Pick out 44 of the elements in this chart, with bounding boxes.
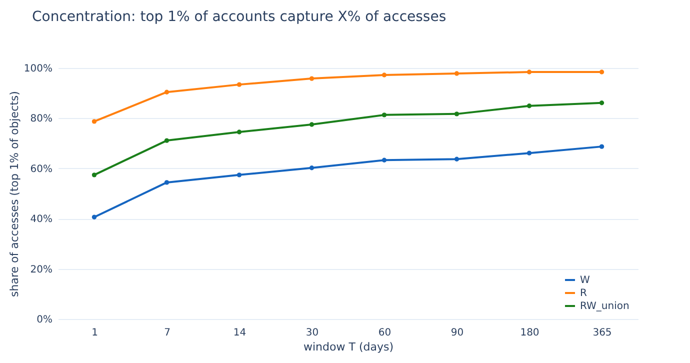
x-tick-label: 30	[306, 328, 319, 338]
x-tick-label: 180	[520, 328, 540, 338]
x-tick-label: 7	[164, 328, 170, 338]
chart-title: Concentration: top 1% of accounts capture X% of accesses	[32, 9, 446, 25]
y-tick-label: 80%	[30, 114, 52, 125]
point	[454, 156, 460, 162]
point	[309, 166, 314, 170]
point	[236, 130, 242, 134]
point	[164, 90, 170, 94]
legend-label: W	[580, 275, 590, 286]
point	[92, 214, 97, 220]
point	[92, 119, 97, 124]
point	[599, 100, 604, 106]
x-tick-label: 90	[450, 328, 464, 338]
point	[236, 82, 242, 87]
point	[382, 158, 387, 162]
point	[382, 72, 387, 78]
point	[92, 172, 97, 178]
point	[526, 104, 532, 108]
y-tick-label: 100%	[24, 64, 52, 74]
point	[599, 70, 604, 74]
y-tick-label: 40%	[30, 214, 52, 226]
x-tick-label: 60	[378, 328, 392, 338]
y-tick-label: 20%	[30, 264, 52, 276]
y-tick-label: 0%	[36, 314, 52, 326]
point	[526, 70, 532, 74]
point	[599, 144, 604, 149]
x-tick-label: 14	[233, 328, 246, 338]
legend-label: R	[580, 288, 587, 299]
point	[454, 112, 460, 116]
y-axis-title: share of accesses (top 1% of objects)	[8, 91, 21, 297]
point	[309, 76, 314, 81]
x-tick-label: 1	[92, 328, 98, 338]
point	[526, 150, 532, 156]
y-tick-label: 60%	[30, 164, 52, 175]
legend-label: RW_union	[580, 301, 630, 312]
point	[236, 172, 242, 178]
x-tick-label: 365	[592, 328, 612, 338]
point	[309, 122, 314, 127]
point	[164, 138, 170, 143]
point	[164, 180, 170, 185]
point	[454, 71, 460, 76]
x-axis-title: window T (days)	[304, 340, 394, 354]
point	[382, 112, 387, 118]
